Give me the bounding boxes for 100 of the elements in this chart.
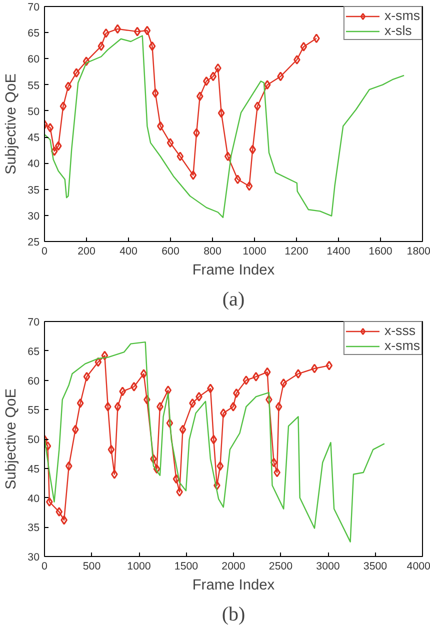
point bbox=[130, 382, 138, 392]
point bbox=[230, 402, 237, 412]
y-tick-label: 70 bbox=[28, 316, 40, 328]
point bbox=[220, 408, 227, 418]
y-tick-label: 60 bbox=[28, 375, 40, 388]
x-tick-label: 2000 bbox=[222, 560, 246, 572]
legend-label: x-sss bbox=[384, 323, 416, 338]
point bbox=[56, 507, 63, 517]
x-tick-label: 0 bbox=[42, 246, 48, 258]
point bbox=[98, 41, 105, 51]
point bbox=[233, 388, 240, 398]
point bbox=[50, 146, 58, 156]
x-tick-label: 1600 bbox=[368, 246, 392, 258]
y-tick-label: 50 bbox=[28, 106, 40, 118]
point bbox=[190, 170, 197, 180]
point bbox=[176, 152, 184, 162]
legend-label: x-sms bbox=[384, 338, 420, 353]
point bbox=[202, 76, 210, 86]
y-tick-label: 50 bbox=[28, 434, 40, 446]
point bbox=[264, 367, 271, 377]
y-tick-label: 45 bbox=[28, 132, 40, 144]
point bbox=[65, 461, 72, 471]
x-tick-label: 500 bbox=[82, 560, 101, 572]
x-tick-label: 600 bbox=[162, 246, 180, 258]
y-axis-title: Subjective QoE bbox=[4, 388, 20, 490]
line-series bbox=[44, 341, 386, 542]
x-tick-label: 4000 bbox=[406, 560, 430, 572]
point bbox=[274, 468, 280, 478]
point bbox=[101, 350, 108, 360]
point bbox=[108, 444, 115, 454]
point bbox=[196, 92, 204, 102]
y-tick-label: 55 bbox=[28, 404, 40, 417]
point bbox=[210, 434, 218, 444]
point bbox=[152, 88, 159, 98]
line-series bbox=[44, 35, 405, 218]
point bbox=[54, 141, 62, 151]
point bbox=[76, 398, 84, 408]
y-tick-label: 25 bbox=[28, 236, 40, 248]
point bbox=[156, 402, 164, 412]
point bbox=[234, 174, 242, 184]
point bbox=[189, 398, 196, 408]
x-tick-label: 800 bbox=[204, 246, 222, 258]
point bbox=[140, 369, 148, 379]
y-axis-title: Subjective QoE bbox=[4, 73, 20, 175]
point bbox=[102, 28, 110, 38]
point bbox=[82, 56, 90, 66]
point bbox=[193, 128, 200, 138]
point bbox=[179, 424, 186, 434]
point bbox=[246, 181, 253, 191]
y-tick-label: 65 bbox=[28, 346, 40, 358]
point bbox=[144, 26, 151, 36]
point bbox=[172, 474, 180, 484]
x-tick-label: 3000 bbox=[316, 560, 340, 572]
point bbox=[94, 357, 102, 367]
point bbox=[216, 461, 224, 471]
point bbox=[119, 386, 126, 396]
point bbox=[114, 24, 121, 34]
point bbox=[166, 138, 174, 148]
point bbox=[104, 402, 112, 412]
point bbox=[300, 42, 308, 52]
y-tick-label: 30 bbox=[28, 210, 40, 222]
point bbox=[153, 464, 160, 474]
y-tick-label: 40 bbox=[28, 492, 40, 505]
x-axis-title: Frame Index bbox=[192, 262, 276, 278]
point bbox=[277, 72, 284, 82]
point bbox=[134, 26, 141, 36]
y-tick-label: 45 bbox=[28, 463, 40, 476]
point bbox=[266, 394, 272, 404]
point bbox=[176, 487, 183, 497]
point bbox=[46, 497, 53, 507]
x-axis-title: Frame Index bbox=[192, 578, 276, 594]
point bbox=[207, 384, 214, 394]
point bbox=[294, 55, 300, 65]
x-tick-label: 1200 bbox=[284, 246, 308, 258]
x-tick-label: 200 bbox=[78, 246, 96, 258]
x-tick-label: 1400 bbox=[326, 246, 350, 258]
x-tick-label: 1000 bbox=[242, 246, 266, 258]
x-tick-label: 400 bbox=[120, 246, 138, 258]
text: (a) bbox=[222, 288, 245, 310]
x-tick-label: 3500 bbox=[363, 560, 388, 572]
point bbox=[313, 34, 320, 44]
point bbox=[164, 385, 172, 395]
point bbox=[224, 152, 232, 162]
point bbox=[280, 378, 287, 388]
y-tick-label: 70 bbox=[28, 2, 40, 14]
y-tick-label: 55 bbox=[28, 80, 40, 92]
y-tick-label: 60 bbox=[28, 54, 40, 66]
point bbox=[83, 372, 90, 382]
y-tick-label: 35 bbox=[28, 184, 40, 196]
point bbox=[275, 402, 282, 412]
legend-label: x-sms bbox=[384, 8, 420, 23]
point bbox=[148, 41, 156, 51]
point bbox=[252, 372, 260, 382]
point bbox=[144, 394, 150, 404]
point bbox=[210, 72, 217, 82]
point bbox=[294, 369, 302, 379]
point bbox=[150, 454, 157, 464]
point bbox=[249, 144, 256, 154]
y-tick-label: 40 bbox=[28, 158, 40, 170]
point bbox=[60, 101, 67, 111]
